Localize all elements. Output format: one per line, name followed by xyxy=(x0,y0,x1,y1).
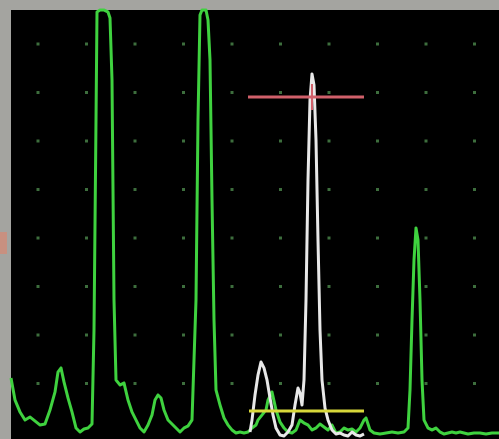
grid-dot xyxy=(230,91,234,94)
grid-dot xyxy=(424,382,428,385)
grid-dot xyxy=(182,236,185,240)
grid-dot xyxy=(376,91,379,94)
left-edge-marker xyxy=(0,232,7,254)
grid-dot xyxy=(424,91,428,94)
grid-dot xyxy=(473,333,476,337)
grid-dot xyxy=(279,139,282,143)
grid-dot xyxy=(376,236,379,240)
grid-dot xyxy=(85,91,88,94)
grid-dot xyxy=(230,42,234,46)
grid-dot xyxy=(473,42,476,46)
grid-dot xyxy=(376,382,379,385)
grid-dot xyxy=(133,236,137,240)
grid-dot xyxy=(36,42,40,46)
grid-dot xyxy=(36,188,40,191)
grid-dot xyxy=(473,188,476,191)
grid-dot xyxy=(473,139,476,143)
grid-dot xyxy=(85,139,88,143)
grid-dot xyxy=(133,139,137,143)
grid-dot xyxy=(327,333,331,337)
grid-dot xyxy=(230,382,234,385)
grid-dot xyxy=(376,333,379,337)
grid-dot xyxy=(230,285,234,288)
grid-dot xyxy=(279,333,282,337)
grid-dot xyxy=(376,139,379,143)
grid-dot xyxy=(133,91,137,94)
grid-dot xyxy=(473,382,476,385)
grid-dot xyxy=(85,382,88,385)
grid-dot xyxy=(327,139,331,143)
grid-dot xyxy=(182,139,185,143)
grid-dot xyxy=(133,42,137,46)
grid-dot xyxy=(36,285,40,288)
grid-dot xyxy=(133,382,137,385)
green-signal-trace xyxy=(9,8,499,436)
grid-dot xyxy=(230,236,234,240)
grid-dot xyxy=(327,42,331,46)
graticule-dots xyxy=(36,42,476,385)
grid-dot xyxy=(85,333,88,337)
grid-dot xyxy=(85,285,88,288)
grid-dot xyxy=(182,333,185,337)
grid-dot xyxy=(327,285,331,288)
grid-dot xyxy=(182,91,185,94)
grid-dot xyxy=(473,236,476,240)
grid-dot xyxy=(424,236,428,240)
grid-dot xyxy=(279,285,282,288)
grid-dot xyxy=(182,188,185,191)
grid-dot xyxy=(133,285,137,288)
screen-background xyxy=(11,10,499,439)
grid-dot xyxy=(279,382,282,385)
grid-dot xyxy=(230,139,234,143)
grid-dot xyxy=(424,42,428,46)
grid-dot xyxy=(279,42,282,46)
grid-dot xyxy=(230,188,234,191)
grid-dot xyxy=(376,188,379,191)
grid-dot xyxy=(36,139,40,143)
grid-dot xyxy=(327,382,331,385)
grid-dot xyxy=(36,91,40,94)
grid-dot xyxy=(182,382,185,385)
white-gated-echo-trace xyxy=(248,72,365,438)
grid-dot xyxy=(424,188,428,191)
grid-dot xyxy=(133,188,137,191)
grid-dot xyxy=(85,188,88,191)
grid-dot xyxy=(133,333,137,337)
grid-dot xyxy=(182,285,185,288)
grid-dot xyxy=(376,285,379,288)
grid-dot xyxy=(376,42,379,46)
grid-dot xyxy=(85,42,88,46)
grid-dot xyxy=(473,285,476,288)
grid-dot xyxy=(279,188,282,191)
grid-dot xyxy=(473,91,476,94)
grid-dot xyxy=(327,236,331,240)
grid-dot xyxy=(36,333,40,337)
grid-dot xyxy=(327,91,331,94)
grid-dot xyxy=(182,42,185,46)
grid-dot xyxy=(279,91,282,94)
grid-dot xyxy=(36,236,40,240)
grid-dot xyxy=(279,236,282,240)
grid-dot xyxy=(424,333,428,337)
grid-dot xyxy=(36,382,40,385)
grid-dot xyxy=(424,139,428,143)
grid-dot xyxy=(85,236,88,240)
grid-dot xyxy=(327,188,331,191)
grid-dot xyxy=(424,285,428,288)
grid-dot xyxy=(230,333,234,337)
